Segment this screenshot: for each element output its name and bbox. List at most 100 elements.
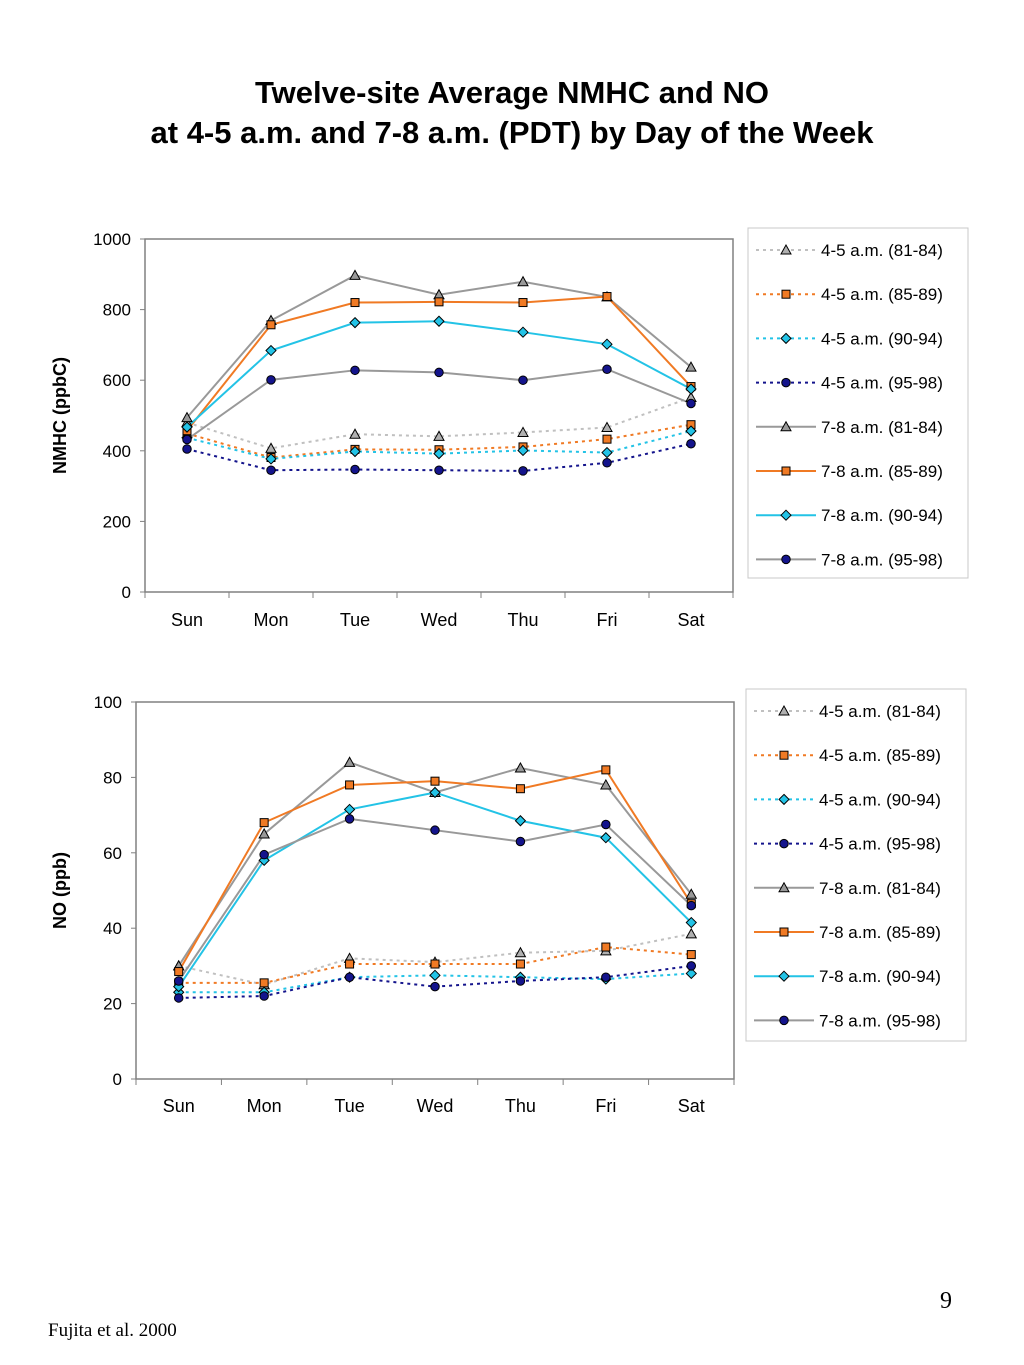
legend-label: 7-8 a.m. (95-98) [819, 1011, 941, 1030]
legend-box [745, 688, 967, 1042]
data-point-6-1 [265, 344, 277, 357]
legend-label: 4-5 a.m. (90-94) [819, 790, 941, 809]
data-point-6-0 [181, 421, 193, 433]
chart-title-line2: at 4-5 a.m. and 7-8 a.m. (PDT) by Day of… [150, 115, 874, 150]
legend-label: 4-5 a.m. (85-89) [821, 285, 943, 304]
data-point-4-2 [343, 756, 356, 767]
y-tick-label: 100 [94, 693, 122, 712]
data-point-6-5 [601, 338, 613, 350]
data-point-7-1 [266, 375, 276, 385]
data-point-7-0 [182, 434, 192, 445]
data-point-3-2 [350, 464, 360, 475]
data-point-4-1 [258, 827, 270, 839]
data-point-3-5 [601, 972, 611, 982]
x-tick-label: Thu [507, 610, 538, 630]
data-point-5-0 [174, 967, 184, 977]
y-tick-label: 0 [122, 583, 131, 602]
data-point-6-4 [514, 815, 527, 827]
data-point-0-1 [265, 442, 277, 453]
legend-marker [779, 838, 789, 849]
data-point-7-3 [434, 367, 444, 378]
data-point-3-4 [515, 976, 526, 986]
legend-marker [781, 466, 791, 476]
data-point-3-6 [686, 438, 696, 449]
data-point-2-1 [265, 453, 277, 465]
x-tick-label: Fri [595, 1096, 616, 1116]
legend-label: 4-5 a.m. (95-98) [821, 374, 943, 393]
y-tick-label: 800 [103, 301, 131, 320]
data-point-3-2 [344, 972, 355, 982]
x-tick-label: Tue [334, 1096, 364, 1116]
legend-label: 4-5 a.m. (81-84) [819, 702, 941, 721]
data-point-3-4 [518, 466, 528, 476]
y-axis-label: NO (ppb) [50, 852, 70, 929]
data-point-1-4 [515, 959, 525, 969]
data-point-5-5 [601, 765, 611, 775]
data-point-5-1 [259, 818, 269, 828]
data-point-4-6 [685, 361, 697, 372]
data-point-6-3 [433, 315, 445, 327]
legend-marker [780, 243, 792, 255]
data-point-7-6 [686, 900, 697, 911]
data-point-7-5 [601, 819, 611, 830]
legend-label: 7-8 a.m. (90-94) [821, 506, 943, 525]
data-point-0-3 [433, 430, 445, 441]
y-tick-label: 0 [113, 1070, 122, 1089]
y-tick-label: 60 [103, 844, 122, 863]
data-point-3-0 [173, 993, 184, 1003]
data-point-2-3 [433, 447, 445, 460]
source-citation: Fujita et al. 2000 [48, 1320, 177, 1341]
x-tick-label: Sat [677, 610, 704, 630]
data-point-6-2 [349, 316, 361, 329]
data-point-7-4 [518, 375, 528, 385]
legend-marker [779, 927, 789, 937]
x-tick-label: Sun [171, 610, 203, 630]
page-number: 9 [940, 1288, 952, 1314]
data-point-7-2 [350, 365, 360, 376]
data-point-7-6 [686, 398, 696, 409]
data-point-7-5 [602, 364, 612, 375]
x-tick-label: Sun [163, 1096, 195, 1116]
data-point-6-3 [429, 786, 441, 799]
legend-marker [778, 881, 790, 893]
y-tick-label: 400 [103, 442, 131, 461]
data-point-1-1 [259, 978, 269, 988]
legend-marker [780, 332, 792, 345]
data-point-7-1 [259, 849, 269, 860]
data-point-6-5 [600, 832, 612, 844]
data-point-3-0 [182, 444, 192, 454]
data-point-2-4 [517, 444, 529, 457]
data-point-3-5 [602, 458, 612, 468]
chart-title-line1: Twelve-site Average NMHC and NO [255, 75, 769, 110]
x-tick-label: Thu [505, 1096, 536, 1116]
data-point-5-3 [434, 297, 444, 307]
data-point-7-3 [430, 825, 440, 835]
data-point-2-6 [685, 425, 697, 437]
y-axis-label: NMHC (ppbC) [50, 357, 70, 474]
data-point-0-4 [514, 946, 527, 958]
legend-marker [778, 704, 790, 716]
plot-area [135, 701, 735, 1080]
x-tick-label: Mon [253, 610, 288, 630]
x-tick-label: Mon [247, 1096, 282, 1116]
x-tick-label: Fri [597, 610, 618, 630]
data-point-3-1 [266, 465, 276, 475]
data-point-1-5 [602, 434, 612, 444]
nmhc-chart: 0 200 400 600 800 1000 Sun Mon Tue Wed Thu Fri Sat NM… [50, 227, 969, 630]
data-point-1-2 [345, 959, 355, 969]
x-tick-label: Wed [417, 1096, 454, 1116]
data-point-2-3 [429, 969, 441, 982]
data-point-4-2 [349, 269, 361, 280]
data-point-0-2 [349, 428, 361, 439]
legend-marker [780, 509, 792, 521]
legend-marker [781, 289, 791, 299]
data-point-3-3 [430, 981, 440, 992]
legend-label: 4-5 a.m. (90-94) [821, 329, 943, 348]
data-point-1-6 [686, 950, 696, 960]
data-point-4-6 [685, 888, 698, 899]
x-tick-label: Sat [678, 1096, 705, 1116]
legend-box [747, 227, 969, 579]
legend-marker [780, 420, 792, 432]
y-tick-label: 600 [103, 371, 131, 390]
data-point-0-6 [685, 927, 698, 939]
